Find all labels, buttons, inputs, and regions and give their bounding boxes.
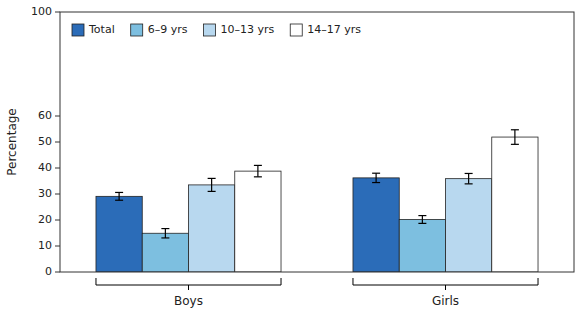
bar xyxy=(142,233,188,272)
error-bar-cap xyxy=(115,192,123,193)
y-tick xyxy=(55,12,60,13)
legend-item: 6–9 yrs xyxy=(131,23,188,36)
error-bar-cap xyxy=(208,191,216,192)
category-label: Girls xyxy=(432,294,459,308)
plot-frame xyxy=(60,12,574,272)
bar xyxy=(96,196,142,272)
error-bar xyxy=(465,173,473,183)
y-tick xyxy=(55,194,60,195)
error-bar-cap xyxy=(372,182,380,183)
legend-label: 6–9 yrs xyxy=(148,23,188,36)
legend-item: 14–17 yrs xyxy=(290,23,361,36)
error-bar-cap xyxy=(511,129,519,130)
bar xyxy=(446,179,492,272)
error-bar-line xyxy=(119,192,120,200)
bars xyxy=(96,130,538,272)
y-tick xyxy=(55,246,60,247)
y-tick-label: 10 xyxy=(38,239,52,252)
page: {"chart_data": {"type": "bar", "ylabel":… xyxy=(0,0,588,330)
error-bar-cap xyxy=(465,173,473,174)
bar xyxy=(235,171,281,272)
category-label: Boys xyxy=(174,294,203,308)
y-tick-label: 40 xyxy=(38,161,52,174)
legend: Total 6–9 yrs 10–13 yrs 14–17 yrs xyxy=(72,23,361,36)
legend-swatch xyxy=(290,24,302,36)
y-axis-label: Percentage xyxy=(5,108,19,176)
error-bar xyxy=(418,216,426,224)
y-tick xyxy=(55,168,60,169)
error-bar xyxy=(161,229,169,238)
error-bar xyxy=(372,173,380,182)
error-bar-line xyxy=(468,173,469,183)
chart-svg: 0 10 20 30 40 50 60 100 Percentage Boys Girls Total… xyxy=(0,0,588,330)
legend-swatch xyxy=(131,24,143,36)
series xyxy=(142,216,445,272)
y-tick-label: 50 xyxy=(38,135,52,148)
series xyxy=(235,130,538,272)
y-tick-label: 20 xyxy=(38,213,52,226)
category-brace xyxy=(353,278,538,290)
error-bar-line xyxy=(211,178,212,191)
error-bar xyxy=(208,178,216,191)
error-bar xyxy=(115,192,123,200)
bar xyxy=(189,185,235,272)
error-bar-cap xyxy=(511,144,519,145)
category-brace xyxy=(96,278,281,290)
legend-label: Total xyxy=(88,23,115,36)
legend-item: 10–13 yrs xyxy=(203,23,274,36)
error-bar-cap xyxy=(372,173,380,174)
y-tick-label: 0 xyxy=(45,265,52,278)
error-bar-cap xyxy=(465,183,473,184)
y-tick xyxy=(55,220,60,221)
error-bar-cap xyxy=(161,237,169,238)
chart-container: 0 10 20 30 40 50 60 100 Percentage Boys Girls Total… xyxy=(0,0,588,330)
bar xyxy=(492,137,538,272)
error-bar-cap xyxy=(254,176,262,177)
y-axis: 0 10 20 30 40 50 60 100 Percentage xyxy=(5,5,60,278)
series xyxy=(189,173,492,272)
error-bar-cap xyxy=(418,215,426,216)
bar xyxy=(353,178,399,272)
y-tick xyxy=(55,272,60,273)
error-bar-line xyxy=(257,165,258,176)
legend-item: Total xyxy=(72,23,115,36)
legend-swatch xyxy=(203,24,215,36)
y-tick xyxy=(55,142,60,143)
error-bar xyxy=(254,165,262,176)
x-axis: Boys Girls xyxy=(96,278,538,308)
y-tick xyxy=(55,116,60,117)
error-bar-line xyxy=(514,130,515,145)
error-bar xyxy=(511,130,519,145)
y-tick-label: 30 xyxy=(38,187,52,200)
error-bar-cap xyxy=(161,228,169,229)
error-bar-line xyxy=(165,229,166,238)
error-bar-line xyxy=(422,216,423,224)
error-bar-cap xyxy=(418,223,426,224)
legend-label: 14–17 yrs xyxy=(307,23,361,36)
error-bar-cap xyxy=(208,178,216,179)
legend-swatch xyxy=(72,24,84,36)
error-bar-line xyxy=(376,173,377,182)
legend-label: 10–13 yrs xyxy=(220,23,274,36)
bar xyxy=(399,219,445,272)
y-tick-label: 100 xyxy=(31,5,52,18)
error-bar-cap xyxy=(115,200,123,201)
error-bar-cap xyxy=(254,165,262,166)
y-tick-label: 60 xyxy=(38,109,52,122)
